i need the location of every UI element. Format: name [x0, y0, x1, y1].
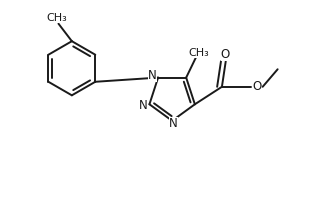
Text: O: O [221, 48, 230, 61]
Text: N: N [148, 70, 157, 83]
Text: N: N [139, 99, 148, 112]
Text: CH₃: CH₃ [188, 48, 209, 58]
Text: CH₃: CH₃ [46, 13, 67, 23]
Text: O: O [252, 80, 261, 93]
Text: N: N [169, 117, 178, 130]
